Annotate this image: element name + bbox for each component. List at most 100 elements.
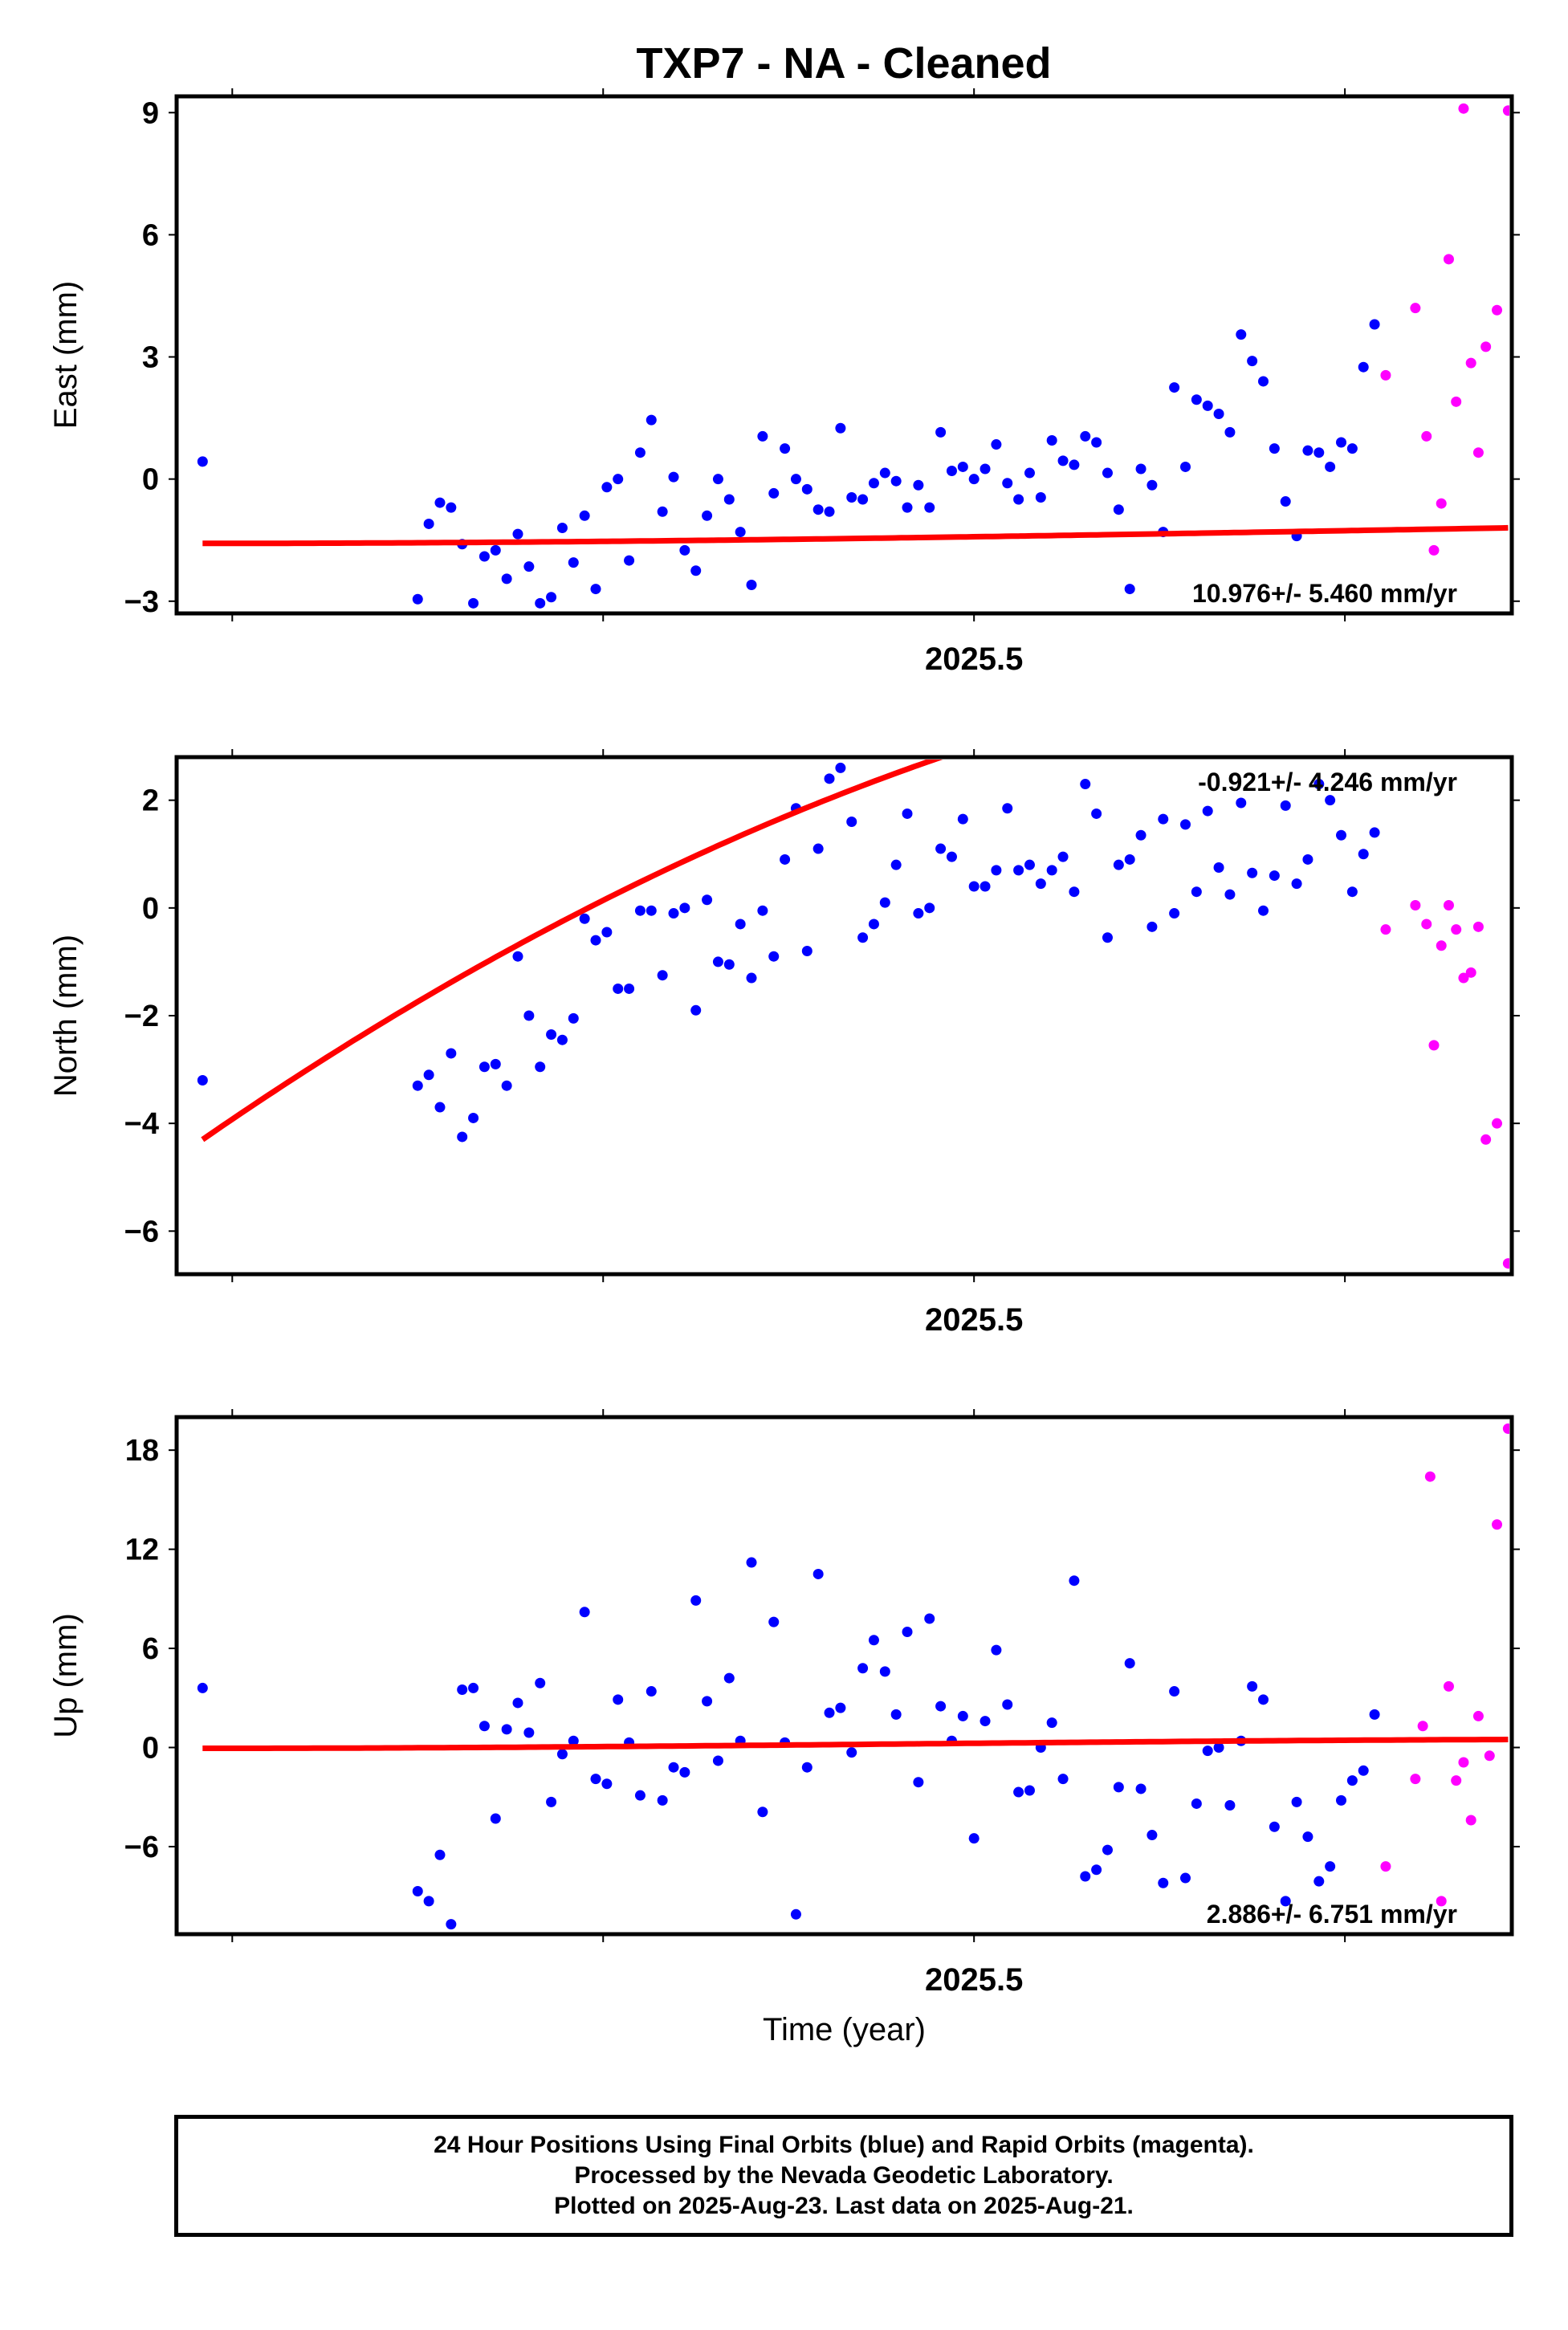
up-final-point [846,1747,857,1758]
east-plot-frame [174,94,1514,616]
north-final-point [1069,886,1080,898]
east-final-point [646,414,657,426]
east-final-point [913,479,924,491]
up-final-point [512,1697,523,1709]
east-final-point [1358,361,1369,373]
east-rapid-point [1465,357,1476,369]
north-final-point [746,972,757,984]
east-final-point [1302,445,1313,456]
north-final-point [646,905,657,916]
up-final-point [1302,1831,1313,1843]
east-final-point [523,561,535,572]
up-final-point [801,1762,813,1773]
up-y-tick-label: 6 [142,1632,159,1666]
up-fit-curve [202,1737,1509,1751]
north-rapid-point [1492,1118,1503,1129]
north-final-point [957,813,968,825]
up-rapid-point [1465,1815,1476,1826]
east-final-point [1002,478,1013,489]
north-rapid-point [1458,972,1469,984]
up-final-point [1069,1575,1080,1587]
east-final-point [690,565,702,576]
north-final-point [1046,865,1057,876]
north-final-point [735,919,746,930]
north-final-point [946,851,957,862]
north-rapid-point [1410,899,1421,910]
east-final-point [801,483,813,495]
up-final-point [1325,1861,1336,1872]
up-final-point [835,1702,846,1713]
up-final-point [924,1613,935,1624]
up-final-point [913,1777,924,1788]
north-final-point [979,881,991,892]
east-final-point [1336,437,1347,448]
east-data-layer [197,103,1509,609]
up-final-point [1024,1785,1035,1796]
north-rapid-point [1443,899,1454,910]
footer-caption-box: 24 Hour Positions Using Final Orbits (bl… [174,2115,1513,2237]
east-final-point [924,502,935,513]
north-y-tick-label: 2 [142,784,159,818]
north-final-point [1247,867,1258,878]
east-final-point [991,439,1002,450]
up-final-point [790,1908,801,1920]
east-final-point [1113,504,1124,515]
up-rate-label: 2.886+/- 6.751 mm/yr [1207,1900,1457,1929]
up-final-point [702,1696,713,1707]
north-final-point [968,881,979,892]
north-rapid-point [1421,919,1432,930]
east-y-axis-label: East (mm) [48,281,83,429]
up-final-point [935,1701,947,1712]
north-final-point [1179,819,1191,830]
north-final-point [1169,908,1180,919]
east-final-point [634,447,646,458]
up-final-point [757,1807,768,1818]
up-plot-frame [174,1415,1514,1937]
north-final-point [991,865,1002,876]
north-final-point [1158,813,1169,825]
up-final-point [1091,1864,1102,1876]
up-final-point [1002,1699,1013,1710]
north-final-point [723,959,735,970]
east-rapid-point [1410,303,1421,314]
up-final-point [634,1790,646,1801]
east-final-point [1269,443,1280,454]
east-rapid-point [1380,369,1391,381]
north-y-tick-label: 0 [142,892,159,926]
east-final-point [1325,461,1336,472]
up-final-point [1080,1871,1091,1882]
east-rapid-point [1502,105,1509,116]
up-final-point [468,1682,479,1693]
east-final-point [1236,329,1247,340]
north-data-layer [197,760,1509,1269]
up-final-point [890,1709,902,1720]
east-final-point [1191,394,1202,405]
up-y-tick-label: 12 [125,1534,159,1567]
up-panel: −6 0 6 12 18 2025.5 Up (mm) Time (year) 2.886+/-… [48,1409,1520,2047]
east-final-point [668,471,679,483]
east-final-point [1069,459,1080,470]
up-final-point [1135,1783,1146,1794]
up-final-point [1269,1821,1280,1832]
east-rapid-point [1458,103,1469,114]
up-final-point [568,1735,579,1746]
north-rapid-point [1502,1258,1509,1269]
up-final-point [690,1595,702,1606]
up-final-point [535,1677,546,1688]
up-final-point [1346,1775,1358,1786]
east-y-tick-label: −3 [124,585,159,619]
east-rapid-point [1451,396,1462,407]
east-final-point [479,551,490,562]
east-final-point [624,555,635,566]
east-final-point [423,518,434,529]
north-final-point [924,902,935,914]
east-final-point [590,584,601,595]
north-final-point [879,897,890,908]
east-final-point [957,461,968,472]
east-final-point [1369,319,1380,330]
up-final-point [1202,1745,1213,1757]
north-final-point [1013,865,1024,876]
east-final-point [1035,491,1046,503]
east-rapid-point [1428,544,1440,556]
up-rapid-point [1502,1423,1509,1434]
